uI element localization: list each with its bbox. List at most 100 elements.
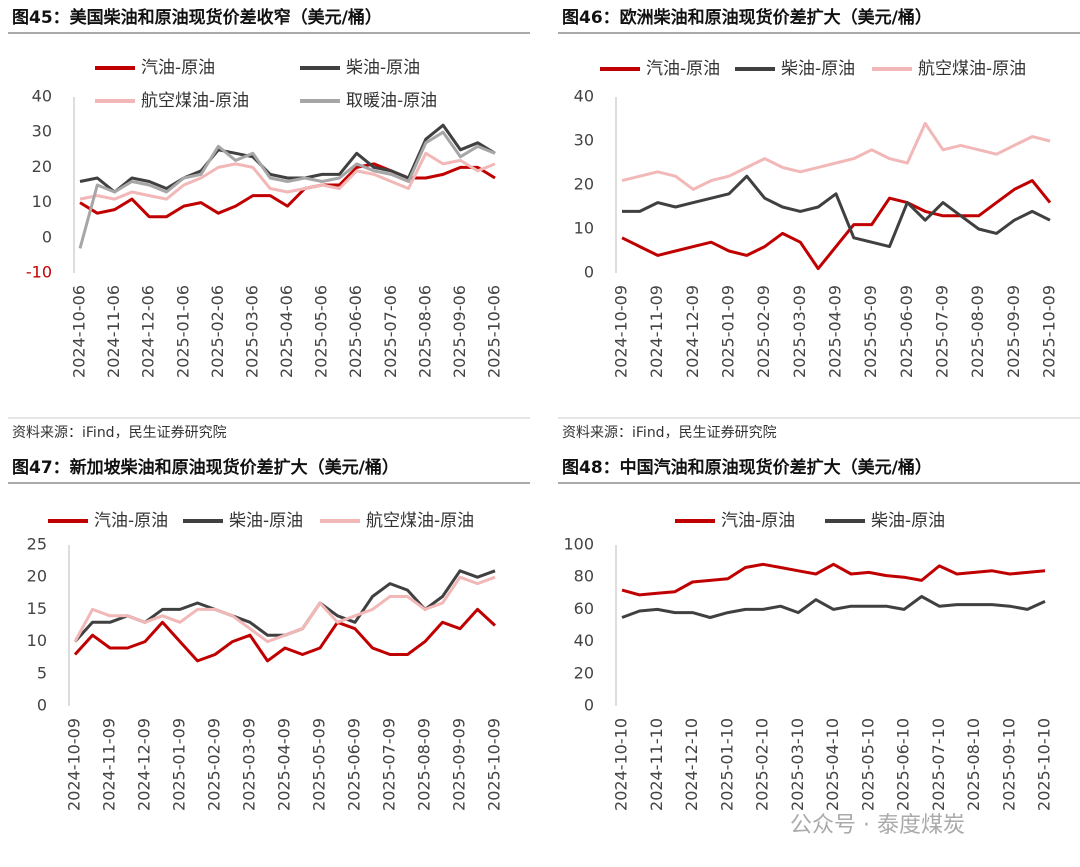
legend-label: 航空煤油-原油 [141,91,249,111]
x-tick-label: 2025-09-06 [450,285,469,378]
y-tick-label: 0 [42,227,52,246]
x-tick-label: 2024-10-09 [65,718,84,811]
x-tick-label: 2025-05-09 [310,718,329,811]
x-tick-label: 2025-04-10 [823,718,842,811]
series-line [79,162,496,219]
x-tick-label: 2025-01-09 [170,718,189,811]
y-tick-label: 5 [37,663,47,682]
x-tick-label: 2024-10-10 [612,718,631,811]
x-tick-label: 2024-12-10 [682,718,701,811]
x-tick-label: 2025-02-09 [754,285,773,378]
legend-label: 取暖油-原油 [346,91,437,111]
y-tick-label: 30 [32,122,52,141]
x-tick-label: 2025-04-09 [826,285,845,378]
x-tick-label: 2025-02-09 [205,718,224,811]
x-tick-label: 2024-12-09 [683,285,702,378]
x-tick-label: 2025-06-09 [897,285,916,378]
legend-label: 柴油-原油 [781,59,855,79]
x-tick-label: 2025-08-06 [415,285,434,378]
legend-label: 航空煤油-原油 [918,59,1026,79]
x-tick-label: 2025-07-09 [933,285,952,378]
x-tick-label: 2024-11-06 [104,285,123,378]
y-tick-label: 25 [27,535,47,554]
y-tick-label: 0 [584,696,594,715]
y-tick-label: 100 [563,535,594,554]
series-line [78,130,496,249]
source: 资料来源：iFind，民生证券研究院 [12,425,227,441]
legend-label: 柴油-原油 [871,511,945,531]
x-tick-label: 2025-08-10 [964,718,983,811]
legend-label: 汽油-原油 [721,511,795,531]
legend-label: 汽油-原油 [646,59,720,79]
series-line [79,151,496,201]
y-tick-label: 20 [27,567,47,586]
x-tick-label: 2025-06-10 [894,718,913,811]
chart-title: 图47：新加坡柴油和原油现货价差扩大（美元/桶） [12,457,399,478]
x-tick-label: 2025-08-09 [968,285,987,378]
x-tick-label: 2025-10-06 [485,285,504,378]
x-tick-label: 2025-05-06 [312,285,331,378]
series-line [621,121,1051,191]
x-tick-label: 2025-07-10 [929,718,948,811]
legend-label: 汽油-原油 [94,511,168,531]
x-tick-label: 2024-12-06 [139,285,158,378]
legend-label: 柴油-原油 [229,511,303,531]
y-tick-label: 40 [32,87,52,106]
x-tick-label: 2025-09-09 [1004,285,1023,378]
x-tick-label: 2025-02-10 [753,718,772,811]
y-tick-label: 0 [584,263,594,282]
y-tick-label: 40 [574,631,594,650]
series-line [621,595,1046,619]
y-tick-label: 20 [574,175,594,194]
x-tick-label: 2025-03-06 [242,285,261,378]
x-tick-label: 2025-10-09 [1040,285,1059,378]
x-tick-label: 2025-04-06 [277,285,296,378]
x-tick-label: 2025-09-10 [999,718,1018,811]
x-tick-label: 2025-01-09 [719,285,738,378]
x-tick-label: 2025-03-09 [240,718,259,811]
x-tick-label: 2025-08-09 [415,718,434,811]
y-tick-label: 20 [32,157,52,176]
legend-label: 柴油-原油 [346,58,420,78]
x-tick-label: 2025-07-06 [381,285,400,378]
y-tick-label: 80 [574,567,594,586]
x-tick-label: 2025-03-09 [790,285,809,378]
x-tick-label: 2025-05-10 [858,718,877,811]
series-line [73,607,497,663]
x-tick-label: 2024-10-06 [70,285,89,378]
y-tick-label: 15 [27,599,47,618]
x-tick-label: 2024-10-09 [612,285,631,378]
series-line [73,575,496,644]
legend-label: 汽油-原油 [141,58,215,78]
x-tick-label: 2024-12-09 [135,718,154,811]
y-tick-label: 10 [32,192,52,211]
x-tick-label: 2024-11-09 [100,718,119,811]
x-tick-label: 2024-11-09 [647,285,666,378]
series-line [622,174,1051,249]
y-tick-label: 20 [574,663,594,682]
source: 资料来源：iFind，民生证券研究院 [562,425,777,441]
watermark: 公众号 · 泰度煤炭 [790,813,965,838]
x-tick-label: 2025-01-10 [717,718,736,811]
y-tick-label: 40 [574,87,594,106]
x-tick-label: 2025-09-09 [450,718,469,811]
x-tick-label: 2025-06-06 [346,285,365,378]
y-tick-label: 10 [27,631,47,650]
chart-title: 图48：中国汽油和原油现货价差扩大（美元/桶） [562,457,932,478]
x-tick-label: 2025-01-06 [173,285,192,378]
x-tick-label: 2025-05-09 [861,285,880,378]
series-line [79,123,496,194]
legend-label: 航空煤油-原油 [366,511,474,531]
x-tick-label: 2025-04-09 [275,718,294,811]
chart-title: 图45：美国柴油和原油现货价差收窄（美元/桶） [12,7,382,28]
x-tick-label: 2024-11-10 [647,718,666,811]
series-line [621,562,1046,597]
y-tick-label: 10 [574,219,594,238]
y-tick-label: 30 [574,131,594,150]
x-tick-label: 2025-03-10 [788,718,807,811]
y-tick-label: -10 [26,263,52,282]
y-tick-label: 0 [37,696,47,715]
x-tick-label: 2025-06-09 [345,718,364,811]
chart-title: 图46：欧洲柴油和原油现货价差扩大（美元/桶） [562,7,932,28]
